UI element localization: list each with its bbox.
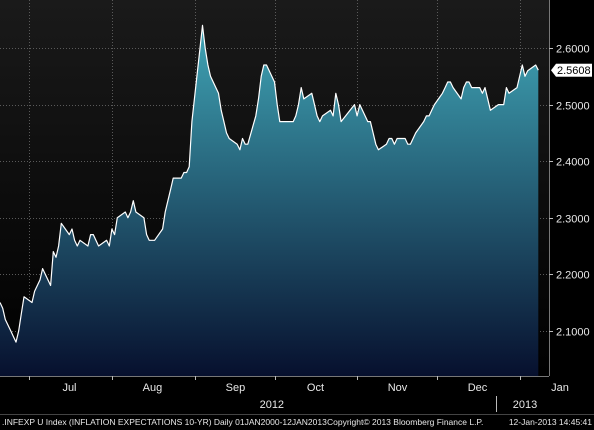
x-tick-label: Dec [468,382,488,394]
footer-copyright: Copyright© 2013 Bloomberg Finance L.P. [327,417,483,427]
x-tick-label: Jul [62,382,76,394]
y-tick-label: 2.3000 [556,214,590,226]
series-area [0,25,539,377]
last-value-pointer [551,63,556,77]
footer-timestamp: 12-Jan-2013 14:45:41 [509,417,592,427]
x-tick-label: Oct [307,382,324,394]
x-axis-ticks: Jul Aug Sep Oct Nov Dec Jan [29,376,569,394]
x-tick-label: Sep [226,382,246,394]
footer-ticker: .INFEXP U Index (INFLATION EXPECTATIONS … [2,417,327,427]
last-value-label: 2.5608 [557,65,591,77]
last-value-box [556,63,592,77]
y-tick-label: 2.6000 [556,44,590,56]
x-tick-label: Nov [388,382,408,394]
x-tick-label: Jan [551,382,569,394]
last-value-marker: 2.5608 [551,63,592,77]
series-line [0,24,539,343]
year-label: 2013 [513,399,537,411]
y-tick-label: 2.1000 [556,327,590,339]
y-tick-label: 2.2000 [556,270,590,282]
year-label: 2012 [260,399,284,411]
x-tick-label: Aug [143,382,163,394]
y-tick-label: 2.5000 [556,101,590,113]
year-labels: 2012 2013 [260,399,538,411]
y-axis-ticks: 2.6000 2.5000 2.4000 2.3000 2.2000 2.1000 [549,44,590,339]
y-tick-label: 2.4000 [556,157,590,169]
